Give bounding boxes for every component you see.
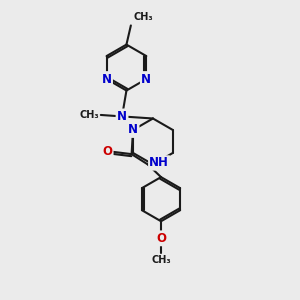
Text: NH: NH: [149, 157, 169, 169]
Text: CH₃: CH₃: [151, 255, 171, 265]
Text: O: O: [102, 145, 112, 158]
Text: O: O: [156, 232, 166, 245]
Text: N: N: [128, 124, 138, 136]
Text: N: N: [102, 73, 112, 85]
Text: CH₃: CH₃: [133, 12, 153, 22]
Text: N: N: [117, 110, 127, 123]
Text: N: N: [141, 73, 151, 85]
Text: CH₃: CH₃: [80, 110, 99, 120]
